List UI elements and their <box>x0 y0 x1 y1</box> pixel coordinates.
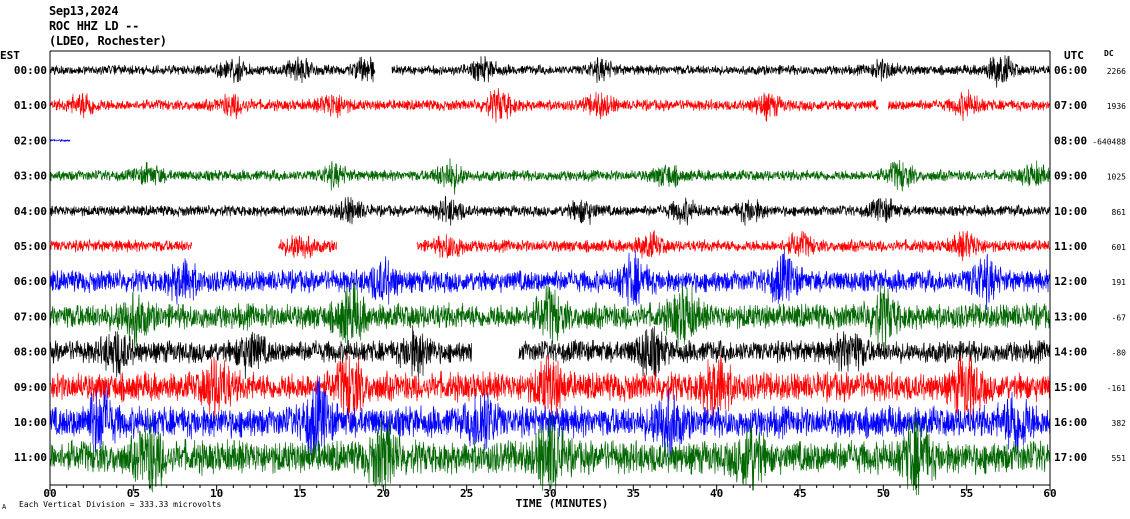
left-timezone-label: EST <box>0 49 20 62</box>
trace-line <box>49 56 376 84</box>
row-label-left: 10:00 <box>14 416 47 429</box>
trace-layer <box>49 55 1051 496</box>
trace-row <box>49 279 1051 350</box>
trace-line <box>278 235 338 259</box>
header-station: ROC HHZ LD -- <box>49 19 140 33</box>
trace-row <box>49 196 1051 226</box>
row-label-right: 13:00 <box>1054 310 1087 323</box>
trace-line <box>49 376 1051 464</box>
corner-mark: A <box>2 503 7 511</box>
trace-line <box>887 89 1051 122</box>
row-label-right: 14:00 <box>1054 346 1087 359</box>
trace-row <box>49 353 1051 424</box>
x-tick-label: 10 <box>210 487 223 500</box>
row-label-left: 11:00 <box>14 451 47 464</box>
trace-row <box>49 88 1051 123</box>
trace-row <box>49 410 1051 496</box>
row-label-left: 05:00 <box>14 240 47 253</box>
row-label-right: 09:00 <box>1054 170 1087 183</box>
trace-line <box>49 410 1051 496</box>
trace-line <box>49 250 1051 311</box>
trace-row <box>49 230 1050 262</box>
row-label-left: 08:00 <box>14 346 47 359</box>
row-dc-value: -640488 <box>1092 137 1126 146</box>
header-network: (LDEO, Rochester) <box>49 34 167 48</box>
trace-line <box>49 238 193 253</box>
header-date: Sep13,2024 <box>49 4 119 18</box>
row-label-right: 15:00 <box>1054 381 1087 394</box>
row-label-right: 08:00 <box>1054 134 1087 147</box>
trace-row <box>49 250 1051 311</box>
x-tick-label: 45 <box>793 487 806 500</box>
trace-row <box>49 325 1051 380</box>
trace-line <box>49 353 1051 424</box>
row-label-left: 09:00 <box>14 381 47 394</box>
row-dc-value: -161 <box>1107 384 1126 393</box>
row-label-left: 02:00 <box>14 134 47 147</box>
trace-line <box>416 230 1050 262</box>
x-tick-label: 20 <box>377 487 390 500</box>
row-label-right: 10:00 <box>1054 205 1087 218</box>
x-tick-label: 50 <box>877 487 890 500</box>
row-label-layer: 00:00 06:00 2266 01:00 07:00 1936 02:00 08:00 -6… <box>14 64 1126 464</box>
row-dc-value: 861 <box>1112 208 1127 217</box>
x-tick-label: 25 <box>460 487 473 500</box>
scale-note: Each Vertical Division = 333.33 microvol… <box>19 500 222 509</box>
trace-row <box>49 55 1051 88</box>
row-label-left: 04:00 <box>14 205 47 218</box>
trace-line <box>49 325 473 380</box>
trace-line <box>49 196 1051 226</box>
row-dc-value: -67 <box>1112 313 1127 322</box>
trace-row <box>49 376 1051 464</box>
trace-row <box>49 158 1051 195</box>
row-dc-value: -80 <box>1112 349 1127 358</box>
trace-line <box>518 326 1051 378</box>
x-tick-label: 15 <box>293 487 306 500</box>
x-tick-label: 35 <box>627 487 640 500</box>
row-label-right: 11:00 <box>1054 240 1087 253</box>
x-tick-label: 40 <box>710 487 723 500</box>
row-label-left: 00:00 <box>14 64 47 77</box>
row-dc-value: 1936 <box>1107 102 1126 111</box>
row-label-left: 03:00 <box>14 170 47 183</box>
row-dc-value: 382 <box>1112 419 1127 428</box>
row-label-right: 16:00 <box>1054 416 1087 429</box>
trace-line <box>49 138 71 143</box>
row-dc-value: 1025 <box>1107 173 1126 182</box>
x-tick-label: 00 <box>43 487 56 500</box>
x-axis-label: TIME (MINUTES) <box>516 497 609 510</box>
row-label-left: 01:00 <box>14 99 47 112</box>
x-tick-label: 55 <box>960 487 973 500</box>
row-label-right: 06:00 <box>1054 64 1087 77</box>
trace-row <box>49 138 71 143</box>
row-dc-value: 601 <box>1112 243 1127 252</box>
x-tick-label: 60 <box>1043 487 1056 500</box>
trace-line <box>391 55 1051 88</box>
dc-column-label: DC <box>1104 49 1114 58</box>
row-label-left: 07:00 <box>14 310 47 323</box>
trace-line <box>49 158 1051 195</box>
row-dc-value: 2266 <box>1107 67 1126 76</box>
x-tick-label: 05 <box>127 487 140 500</box>
x-tick-layer: 00 05 10 15 20 25 30 35 40 45 50 55 60 TIME (MINUTES) <box>43 485 1057 510</box>
right-timezone-label: UTC <box>1064 49 1084 62</box>
trace-line <box>49 279 1051 350</box>
row-label-left: 06:00 <box>14 275 47 288</box>
row-label-right: 12:00 <box>1054 275 1087 288</box>
row-label-right: 17:00 <box>1054 451 1087 464</box>
x-tick-label: 30 <box>543 487 556 500</box>
row-dc-value: 191 <box>1112 278 1127 287</box>
row-dc-value: 551 <box>1112 454 1127 463</box>
trace-line <box>49 88 879 123</box>
row-label-right: 07:00 <box>1054 99 1087 112</box>
